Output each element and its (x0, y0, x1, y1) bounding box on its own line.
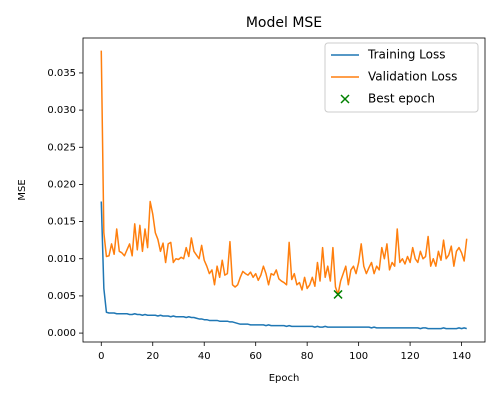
y-axis-label: MSE (17, 179, 28, 200)
y-tick-label: 0.025 (47, 142, 76, 153)
legend-label: Validation Loss (368, 70, 457, 84)
y-tick-label: 0.000 (47, 328, 76, 339)
scatter-point (333, 289, 343, 299)
y-tick-label: 0.035 (47, 68, 76, 79)
legend-label: Training Loss (367, 48, 445, 62)
x-tick-label: 20 (146, 351, 159, 362)
plot-frame (82, 37, 486, 343)
x-tick-label: 80 (301, 351, 314, 362)
x-tick-label: 0 (98, 351, 104, 362)
x-tick-label: 120 (401, 351, 420, 362)
x-axis-label: Epoch (269, 373, 300, 384)
x-tick-label: 140 (452, 351, 471, 362)
line-series (100, 201, 467, 330)
x-tick-label: 60 (249, 351, 262, 362)
marker-stroke (333, 289, 343, 299)
y-tick-label: 0.015 (47, 217, 76, 228)
legend-box (324, 42, 479, 113)
line-series (100, 50, 468, 296)
x-tick-label: 100 (349, 351, 368, 362)
y-tick-label: 0.005 (47, 291, 76, 302)
y-tick-label: 0.030 (47, 105, 76, 116)
legend-label: Best epoch (368, 92, 435, 106)
x-tick-label: 40 (198, 351, 211, 362)
y-tick-label: 0.020 (47, 179, 76, 190)
y-tick-label: 0.010 (47, 254, 76, 265)
legend-marker (340, 94, 350, 104)
chart-title: Model MSE (246, 15, 322, 31)
